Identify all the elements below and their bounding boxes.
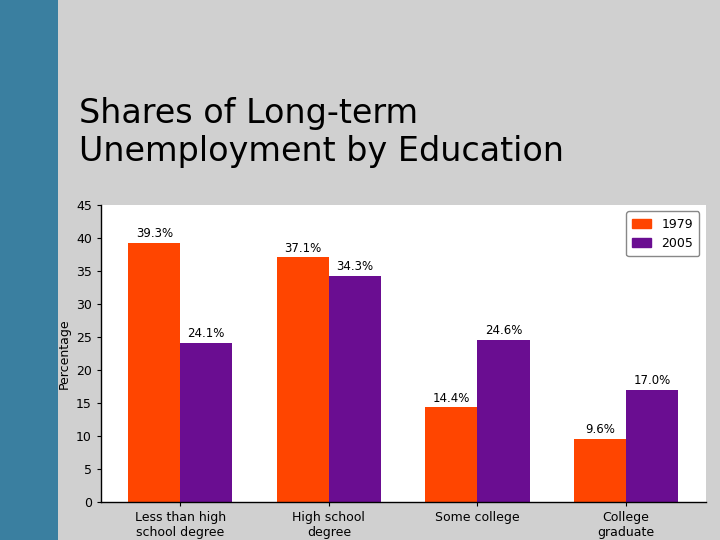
Text: 37.1%: 37.1%: [284, 242, 322, 255]
Text: 17.0%: 17.0%: [634, 374, 671, 387]
Y-axis label: Percentage: Percentage: [58, 319, 71, 389]
Text: 24.6%: 24.6%: [485, 324, 522, 337]
Bar: [180, 343, 233, 502]
Bar: [128, 243, 180, 502]
Bar: [574, 439, 626, 502]
Text: 9.6%: 9.6%: [585, 423, 615, 436]
Legend: 1979, 2005: 1979, 2005: [626, 212, 699, 256]
Text: 39.3%: 39.3%: [136, 227, 173, 240]
Text: 24.1%: 24.1%: [188, 327, 225, 341]
Bar: [426, 407, 477, 502]
Text: Shares of Long-term
Unemployment by Education: Shares of Long-term Unemployment by Educ…: [79, 97, 564, 168]
Bar: [277, 258, 329, 502]
Bar: [626, 390, 678, 502]
Bar: [329, 276, 381, 502]
Text: 34.3%: 34.3%: [336, 260, 374, 273]
Text: 14.4%: 14.4%: [433, 392, 470, 404]
Bar: [477, 340, 529, 502]
